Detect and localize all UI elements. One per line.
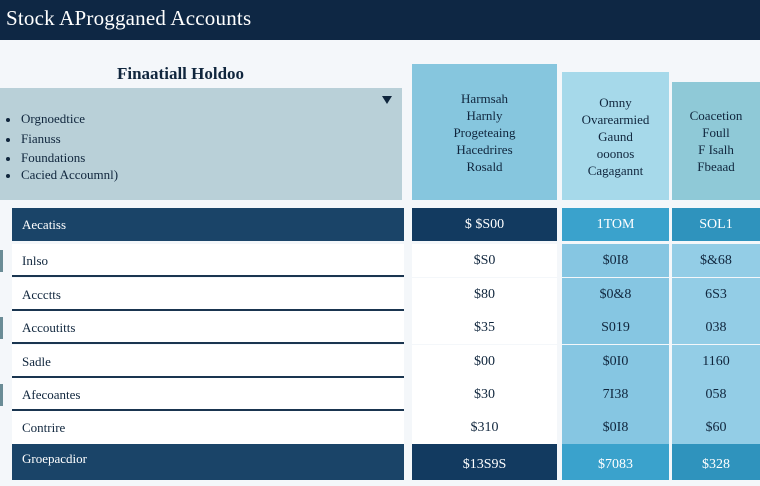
panel-item[interactable]: Foundations [21, 150, 86, 165]
panel-item[interactable]: Orgnoedtice [21, 111, 86, 126]
column-header-3[interactable]: Coacetion Foull F Isalh Fbeaad [672, 82, 760, 200]
value-cell[interactable]: $328 [672, 444, 760, 480]
row-divider [12, 309, 404, 311]
column-header-line: Harnly [466, 107, 503, 123]
value-cell[interactable]: 6S3 [672, 278, 760, 311]
table-row[interactable]: Afecoantes $30 7I38 058 [0, 378, 760, 411]
value-cell[interactable]: $30 [412, 378, 557, 411]
row-background [12, 278, 404, 311]
value-cell[interactable]: $0I0 [562, 345, 669, 378]
row-marker [0, 317, 3, 339]
column-header-line: ooonos [596, 145, 635, 161]
value-cell[interactable]: $00 [412, 345, 557, 378]
value-cell[interactable]: 1160 [672, 345, 760, 378]
column-header-line: Omny [599, 94, 632, 110]
row-background [12, 345, 404, 378]
caret-down-icon[interactable] [382, 96, 392, 104]
value-cell[interactable]: $0I8 [562, 244, 669, 277]
bullet-icon [6, 138, 10, 142]
column-header-1[interactable]: Harmsah Harnly Progeteaing Hacedrires Ro… [412, 64, 557, 200]
app-title: Stock AProgganed Accounts [6, 6, 252, 30]
column-header-line: Harmsah [461, 90, 508, 106]
column-header-2[interactable]: Omny Ovarearmied Gaund ooonos Cagagannt [562, 72, 669, 200]
bullet-icon [6, 174, 10, 178]
table-row-total[interactable]: Groepacdior $13S9S $7083 $328 [0, 444, 760, 480]
table-row[interactable]: Accoutitts $35 S019 038 [0, 311, 760, 344]
value-cell[interactable]: S019 [562, 311, 669, 344]
row-label: Aecatiss [22, 217, 67, 232]
value-cell[interactable]: 058 [672, 378, 760, 411]
row-marker [0, 384, 3, 406]
column-header-line: Fbeaad [697, 159, 735, 174]
row-label: Inlso [22, 253, 48, 268]
value-cell[interactable]: 1ΤΟΜ [562, 208, 669, 241]
row-background [12, 444, 404, 480]
row-background [12, 208, 404, 241]
bullet-icon [6, 157, 10, 161]
value-cell[interactable]: 7I38 [562, 378, 669, 411]
value-cell[interactable]: $0&8 [562, 278, 669, 311]
row-label: Afecoantes [22, 387, 81, 402]
column-header-line: Progeteaing [453, 124, 516, 140]
row-divider [12, 275, 404, 277]
bullet-icon [6, 118, 10, 122]
column-header-line: F Isalh [698, 142, 734, 157]
value-cell[interactable]: $13S9S [412, 444, 557, 480]
value-cell[interactable]: 038 [672, 311, 760, 344]
column-header-line: Coacetion [689, 108, 743, 123]
table-row[interactable]: Aecatiss $ $S00 1ΤΟΜ SOL1 [0, 208, 760, 241]
row-background [12, 378, 404, 411]
row-marker [0, 250, 3, 272]
column-header-line: Rosald [466, 158, 503, 174]
value-cell[interactable]: $60 [672, 411, 760, 444]
column-header-line: Hacedrires [456, 141, 513, 157]
table-row[interactable]: Inlso $S0 $0I8 $&68 [0, 244, 760, 277]
title-bar [0, 0, 760, 40]
summary-panel [0, 88, 402, 200]
row-label: Accoutitts [22, 320, 76, 335]
value-cell[interactable]: $S0 [412, 244, 557, 277]
row-divider [12, 376, 404, 378]
row-background [12, 311, 404, 344]
column-header-line: Foull [702, 125, 730, 140]
value-cell[interactable]: SOL1 [672, 208, 760, 241]
panel-title: Finaatiall Holdoo [117, 64, 245, 83]
column-header-line: Gaund [598, 128, 633, 144]
row-label: Sadle [22, 354, 51, 369]
value-cell[interactable]: $&68 [672, 244, 760, 277]
panel-item[interactable]: Fianuss [21, 131, 61, 146]
table-row[interactable]: Accctts $80 $0&8 6S3 [0, 278, 760, 311]
row-label: Groepacdior [22, 451, 87, 466]
column-header-line: Ovarearmied [581, 111, 650, 127]
panel-item[interactable]: Cacied Accoumnl) [21, 167, 119, 182]
row-background [12, 411, 404, 444]
table-row[interactable]: Contrire $310 $0I8 $60 [0, 411, 760, 444]
row-label: Accctts [22, 287, 61, 302]
row-divider [12, 409, 404, 411]
value-cell[interactable]: $ $S00 [412, 208, 557, 241]
value-cell[interactable]: $310 [412, 411, 557, 444]
row-divider [12, 342, 404, 344]
value-cell[interactable]: $7083 [562, 444, 669, 480]
table-row[interactable]: Sadle $00 $0I0 1160 [0, 345, 760, 378]
value-cell[interactable]: $80 [412, 278, 557, 311]
row-background [12, 244, 404, 277]
column-header-line: Cagagannt [587, 162, 644, 178]
value-cell[interactable]: $35 [412, 311, 557, 344]
value-cell[interactable]: $0I8 [562, 411, 669, 444]
row-label: Contrire [22, 420, 66, 435]
